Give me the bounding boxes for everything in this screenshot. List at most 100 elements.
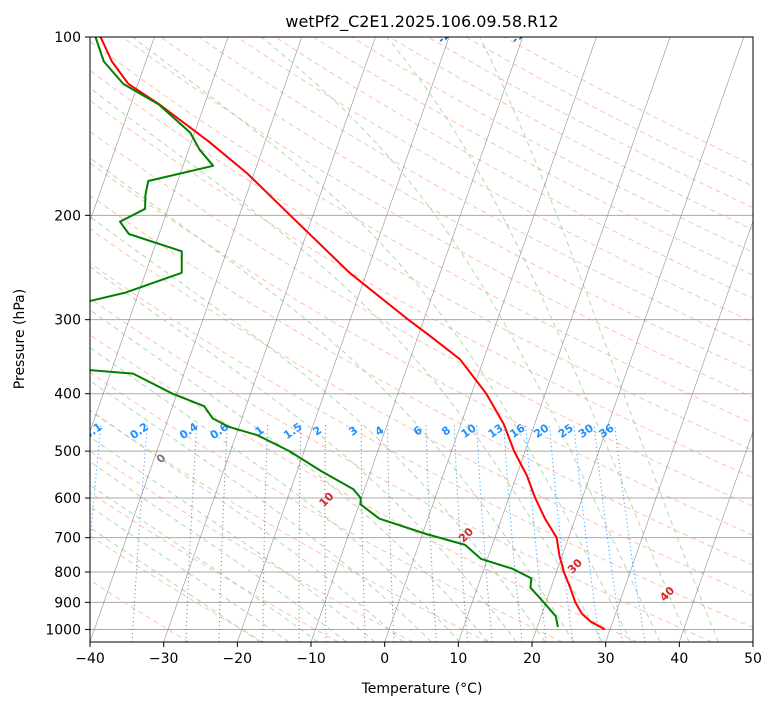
mixing-ratio-line xyxy=(131,423,148,642)
isotherm-line xyxy=(237,37,450,642)
dry-adiabat-line xyxy=(90,69,753,451)
isotherm-line xyxy=(90,37,303,642)
dry-adiabat-line xyxy=(122,37,753,398)
moist-adiabat-line xyxy=(90,409,404,642)
isotherm-line xyxy=(310,37,524,642)
dry-adiabat-label: -20 xyxy=(435,23,458,46)
dry-adiabat-line xyxy=(90,492,339,642)
dry-adiabat-line xyxy=(90,228,753,597)
mixing-ratio-line xyxy=(90,423,102,549)
y-tick-label: 300 xyxy=(54,313,81,329)
dry-adiabat-line xyxy=(389,37,753,231)
dry-adiabat-line xyxy=(90,130,753,507)
dry-adiabat-line xyxy=(90,162,753,536)
isotherm-line xyxy=(679,430,753,642)
moist-adiabat-line xyxy=(90,526,261,642)
moist-adiabat-line xyxy=(90,216,546,642)
mixing-ratio-line xyxy=(324,423,327,642)
mixing-ratio-label: 6 xyxy=(411,423,425,438)
chart-title: wetPf2_C2E1.2025.106.09.58.R12 xyxy=(285,12,558,32)
isotherm-line xyxy=(90,37,155,223)
x-tick-label: 20 xyxy=(523,651,541,667)
y-tick-label: 400 xyxy=(54,387,81,403)
dry-adiabat-line xyxy=(274,37,753,299)
mixing-ratio-label: 2 xyxy=(311,424,325,439)
moist-adiabat-label: 40 xyxy=(657,584,677,604)
dewpoint-profile-line xyxy=(90,37,559,628)
mixing-ratio-label: 0.4 xyxy=(177,420,201,442)
mixing-ratio-label: 16 xyxy=(507,421,527,441)
moist-adiabat-label: 10 xyxy=(317,490,337,510)
dry-adiabat-line xyxy=(90,534,264,642)
mixing-ratio-label: 0.1 xyxy=(81,420,104,442)
moist-adiabat-line xyxy=(479,37,719,642)
x-axis-ticks: −40 −30 −20 −10 0 10 20 30 40 50 xyxy=(75,642,762,667)
x-tick-label: 10 xyxy=(449,651,467,667)
mixing-ratio-label: 36 xyxy=(597,421,617,441)
moist-adiabat-line xyxy=(90,157,575,642)
x-axis-label: Temperature (°C) xyxy=(361,681,483,697)
x-tick-label: 0 xyxy=(380,651,389,667)
y-tick-label: 500 xyxy=(54,444,81,460)
dry-adiabat-label: -10 xyxy=(509,23,532,46)
plot-frame xyxy=(89,36,754,643)
mixing-ratio-line xyxy=(573,423,601,642)
mixing-ratio-line xyxy=(360,423,366,642)
moist-adiabat-line xyxy=(386,37,690,642)
mixing-ratio-label: 8 xyxy=(439,424,453,439)
x-tick-label: 40 xyxy=(670,651,688,667)
y-tick-label: 800 xyxy=(54,565,81,581)
isotherm-line xyxy=(90,37,229,433)
isotherm-line xyxy=(0,37,7,642)
dry-adiabat-line xyxy=(160,37,753,373)
y-tick-label: 1000 xyxy=(45,622,81,638)
mixing-ratio-line xyxy=(185,423,198,642)
moist-adiabat-line xyxy=(90,436,376,642)
mixing-ratio-label: 0.6 xyxy=(208,420,232,442)
dry-adiabat-line xyxy=(90,99,753,479)
mixing-ratio-label: 0.2 xyxy=(128,420,151,442)
dry-adiabat-line xyxy=(90,262,753,629)
isotherm-line xyxy=(163,37,376,642)
dry-adiabat-line xyxy=(198,37,753,348)
moist-adiabat-lines xyxy=(90,37,719,642)
dry-adiabat-line xyxy=(90,450,414,642)
dry-adiabat-line xyxy=(465,37,753,187)
mixing-ratio-line xyxy=(614,423,646,642)
x-tick-label: −30 xyxy=(149,651,179,667)
moist-adiabat-line xyxy=(90,346,461,642)
moist-adiabat-line xyxy=(90,309,489,642)
x-tick-label: 50 xyxy=(744,651,762,667)
temperature-profile-line xyxy=(99,37,606,631)
moist-adiabat-line xyxy=(90,266,517,642)
moist-adiabat-line xyxy=(90,505,290,642)
dry-adiabat-lines xyxy=(90,37,753,642)
moist-adiabat-line xyxy=(90,87,603,642)
moist-adiabat-label: 30 xyxy=(565,556,585,576)
mixing-ratio-line xyxy=(387,424,395,642)
mixing-ratio-label: 13 xyxy=(486,421,506,440)
dry-adiabat-line xyxy=(503,37,753,166)
dry-adiabat-line xyxy=(90,371,563,642)
x-tick-label: 30 xyxy=(597,651,615,667)
x-tick-label: −20 xyxy=(223,651,253,667)
dry-adiabat-line xyxy=(90,40,753,425)
isotherm-line xyxy=(384,37,597,642)
mixing-ratio-lines xyxy=(90,423,646,642)
dry-adiabat-line xyxy=(90,194,753,566)
moist-adiabat-line xyxy=(90,461,347,642)
y-tick-label: 700 xyxy=(54,531,81,547)
x-tick-label: −10 xyxy=(296,651,326,667)
mixing-ratio-line xyxy=(476,423,493,642)
y-tick-label: 900 xyxy=(54,595,81,611)
y-axis-ticks: 1000 900 800 700 600 500 400 300 200 100 xyxy=(45,30,90,638)
reference-line-labels: 0.1 0.2 0.4 0.6 1 1.5 2 3 4 6 8 10 13 16 20 25 30 36-20 -1… xyxy=(81,23,678,604)
dry-adiabat-line xyxy=(90,579,190,642)
dry-adiabat-line xyxy=(313,37,753,276)
dry-adiabat-line xyxy=(90,297,712,642)
mixing-ratio-line xyxy=(593,423,623,642)
mixing-ratio-label: 3 xyxy=(346,424,360,439)
y-tick-label: 200 xyxy=(54,208,81,224)
moist-adiabat-label: 0 xyxy=(154,451,169,466)
